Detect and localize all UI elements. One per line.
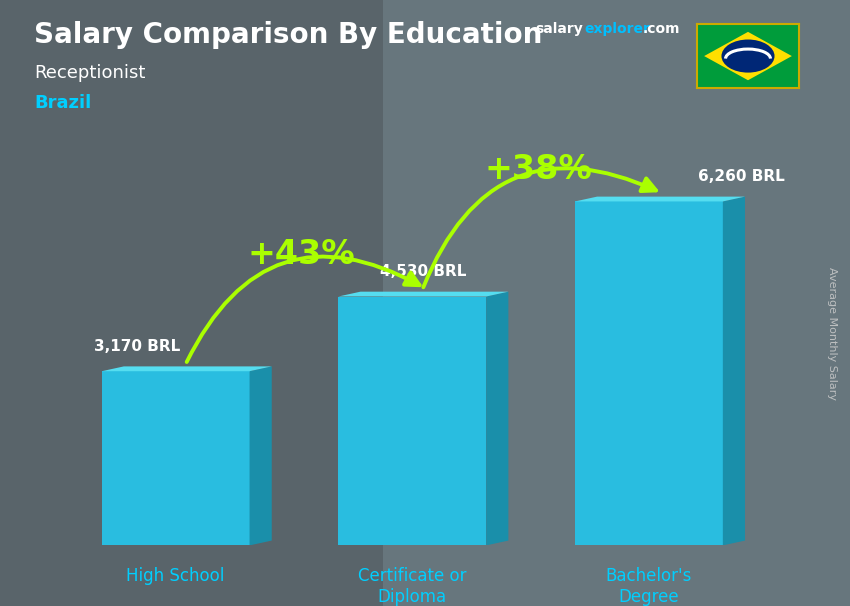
Polygon shape (250, 367, 272, 545)
Text: Salary Comparison By Education: Salary Comparison By Education (34, 21, 542, 49)
Polygon shape (338, 291, 508, 296)
Text: salary: salary (536, 22, 583, 36)
Text: Receptionist: Receptionist (34, 64, 145, 82)
Text: 6,260 BRL: 6,260 BRL (698, 169, 785, 184)
Text: 3,170 BRL: 3,170 BRL (94, 339, 180, 354)
Polygon shape (575, 196, 745, 201)
Circle shape (722, 39, 774, 73)
Bar (0, 0, 382, 606)
Bar (102, 371, 250, 545)
Text: explorer: explorer (585, 22, 651, 36)
Bar (338, 296, 486, 545)
Bar (575, 201, 722, 545)
Polygon shape (102, 367, 272, 371)
Text: +43%: +43% (247, 238, 355, 271)
Text: Average Monthly Salary: Average Monthly Salary (827, 267, 837, 400)
Polygon shape (722, 196, 745, 545)
Polygon shape (486, 291, 508, 545)
Text: 4,530 BRL: 4,530 BRL (380, 264, 467, 279)
Polygon shape (704, 32, 792, 80)
Text: +38%: +38% (484, 153, 592, 187)
Text: .com: .com (643, 22, 680, 36)
Bar (382, 0, 850, 606)
Text: Brazil: Brazil (34, 94, 91, 112)
